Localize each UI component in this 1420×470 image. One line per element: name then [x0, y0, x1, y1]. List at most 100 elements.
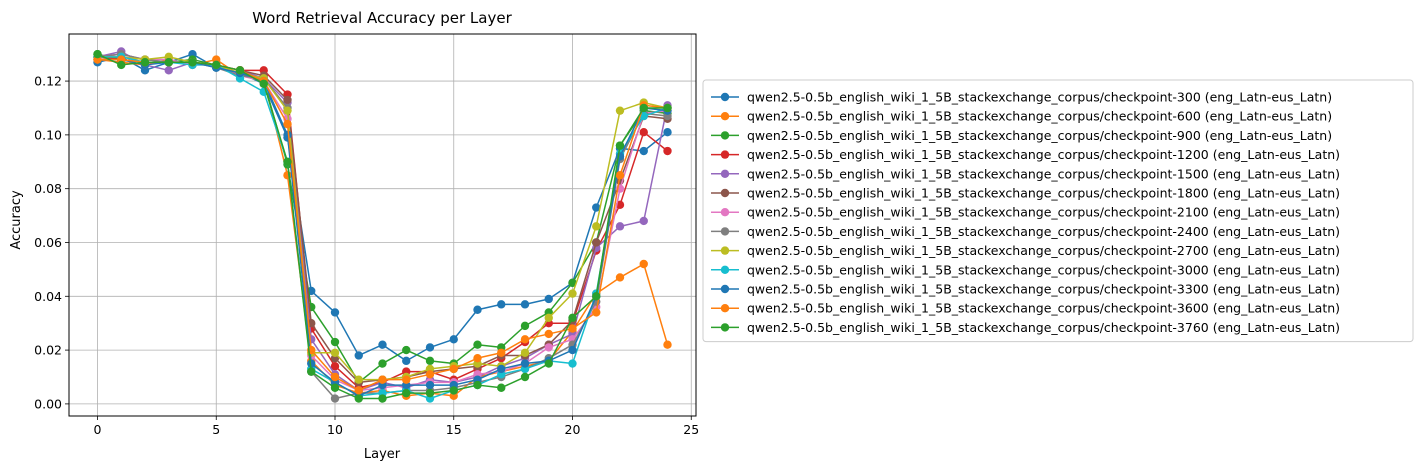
data-point [425, 380, 435, 390]
x-tick-label: 20 [565, 422, 581, 437]
data-point [497, 364, 506, 374]
legend-label: qwen2.5-0.5b_english_wiki_1_5B_stackexch… [747, 205, 1340, 220]
legend-marker [720, 208, 730, 217]
legend-marker [720, 150, 730, 159]
legend-marker [720, 169, 730, 178]
y-tick-label: 0.12 [34, 74, 62, 89]
data-point [283, 106, 292, 115]
legend-label: qwen2.5-0.5b_english_wiki_1_5B_stackexch… [747, 224, 1340, 239]
data-point [544, 313, 553, 323]
data-point [425, 343, 435, 352]
data-point [354, 394, 363, 403]
data-point [117, 60, 126, 70]
legend-entry: qwen2.5-0.5b_english_wiki_1_5B_stackexch… [711, 262, 1340, 277]
data-point [449, 335, 458, 344]
legend-entry: qwen2.5-0.5b_english_wiki_1_5B_stackexch… [711, 224, 1340, 239]
data-point [354, 375, 363, 384]
legend-entry: qwen2.5-0.5b_english_wiki_1_5B_stackexch… [711, 301, 1340, 316]
data-point [473, 305, 482, 314]
data-point [615, 152, 625, 161]
data-point [330, 308, 340, 317]
series-6 [93, 49, 672, 387]
legend-entry: qwen2.5-0.5b_english_wiki_1_5B_stackexch… [711, 186, 1340, 201]
data-point [592, 222, 601, 231]
series-line [97, 53, 668, 384]
legend-entry: qwen2.5-0.5b_english_wiki_1_5B_stackexch… [711, 243, 1340, 258]
legend-label: qwen2.5-0.5b_english_wiki_1_5B_stackexch… [747, 147, 1340, 162]
data-point [592, 308, 601, 317]
x-tick-label: 5 [212, 422, 220, 437]
data-point [402, 345, 411, 355]
data-point [615, 273, 625, 282]
data-point [520, 359, 530, 368]
data-point [568, 313, 577, 323]
legend-label: qwen2.5-0.5b_english_wiki_1_5B_stackexch… [747, 301, 1340, 316]
data-point [140, 58, 150, 67]
data-point [188, 58, 197, 67]
series-line [97, 53, 668, 392]
data-point [663, 146, 672, 156]
data-point [425, 388, 435, 398]
data-point [663, 103, 672, 113]
data-point [330, 383, 340, 392]
legend-marker [720, 188, 730, 198]
x-tick-label: 15 [446, 422, 462, 437]
data-point [307, 359, 316, 368]
legend-entry: qwen2.5-0.5b_english_wiki_1_5B_stackexch… [711, 320, 1340, 335]
data-point [354, 386, 363, 395]
data-point [520, 335, 530, 344]
data-point [212, 60, 221, 70]
data-point [473, 353, 482, 363]
y-tick-label: 0.04 [34, 289, 62, 304]
data-point [402, 388, 411, 398]
data-point [307, 367, 316, 376]
legend-label: qwen2.5-0.5b_english_wiki_1_5B_stackexch… [747, 262, 1340, 277]
legend-label: qwen2.5-0.5b_english_wiki_1_5B_stackexch… [747, 109, 1332, 124]
data-point [93, 49, 102, 59]
data-point [520, 372, 530, 382]
data-point [592, 203, 601, 212]
y-tick-label: 0.08 [34, 181, 62, 196]
data-point [639, 259, 648, 269]
data-point [568, 359, 577, 368]
y-axis-label: Accuracy [9, 190, 24, 250]
legend: qwen2.5-0.5b_english_wiki_1_5B_stackexch… [702, 79, 1414, 343]
legend-entry: qwen2.5-0.5b_english_wiki_1_5B_stackexch… [711, 282, 1340, 297]
legend-marker [720, 131, 730, 140]
data-point [520, 300, 530, 309]
data-point [283, 119, 292, 129]
x-tick-label: 0 [94, 422, 102, 437]
series-line [97, 56, 668, 389]
series-layer [93, 47, 672, 403]
data-point [568, 345, 577, 355]
y-tick-label: 0.10 [34, 127, 62, 142]
data-point [544, 359, 553, 368]
series-line [97, 50, 669, 392]
legend-label: qwen2.5-0.5b_english_wiki_1_5B_stackexch… [747, 166, 1340, 181]
data-point [330, 394, 340, 403]
data-point [497, 300, 506, 309]
x-tick-label: 10 [327, 422, 343, 437]
data-point [259, 79, 268, 88]
data-point [330, 337, 340, 347]
legend-label: qwen2.5-0.5b_english_wiki_1_5B_stackexch… [747, 243, 1340, 258]
x-tick-label: 25 [683, 422, 699, 437]
data-point [164, 66, 173, 75]
y-axis: 0.00 0.02 0.04 0.06 0.08 0.10 0.12 [34, 74, 69, 411]
data-point [402, 356, 411, 366]
data-point [520, 321, 530, 331]
legend-label: qwen2.5-0.5b_english_wiki_1_5B_stackexch… [747, 90, 1332, 105]
data-point [330, 372, 340, 382]
data-point [283, 157, 292, 166]
legend-entry: qwen2.5-0.5b_english_wiki_1_5B_stackexch… [711, 205, 1340, 220]
data-point [568, 278, 577, 288]
data-point [354, 351, 363, 360]
legend-marker [720, 112, 730, 121]
data-point [449, 386, 458, 395]
data-point [164, 58, 173, 67]
legend-entry: qwen2.5-0.5b_english_wiki_1_5B_stackexch… [711, 109, 1332, 124]
data-point [449, 364, 458, 374]
legend-entry: qwen2.5-0.5b_english_wiki_1_5B_stackexch… [711, 147, 1340, 162]
legend-marker [720, 246, 730, 255]
